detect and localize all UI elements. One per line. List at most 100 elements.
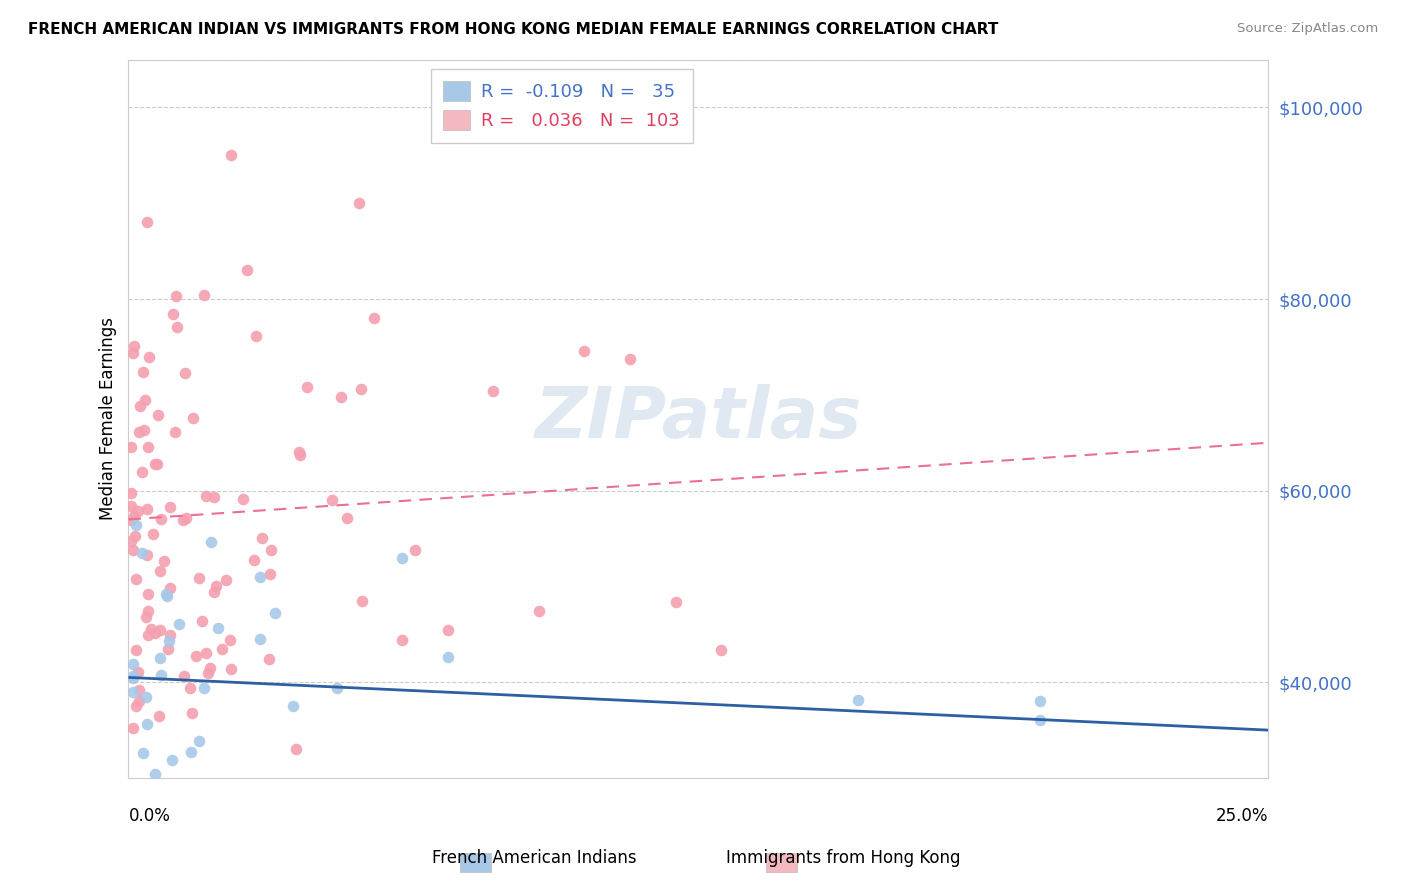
Point — [122, 671, 145, 685]
Point — [149, 623, 172, 637]
Point — [159, 780, 181, 795]
Point — [167, 616, 190, 631]
Point — [163, 425, 186, 440]
Point — [125, 643, 148, 657]
Point — [288, 445, 311, 459]
Point — [125, 518, 148, 533]
Point — [127, 665, 149, 679]
Point — [143, 626, 166, 640]
Point — [527, 604, 550, 618]
Point — [264, 606, 287, 620]
Point — [138, 605, 160, 619]
Point — [232, 492, 254, 507]
Point — [193, 681, 215, 695]
Point — [259, 652, 281, 666]
Text: French American Indians: French American Indians — [432, 849, 637, 867]
Point — [128, 400, 150, 414]
Point — [245, 328, 267, 343]
Point — [295, 380, 318, 394]
Point — [1188, 785, 1211, 799]
Point — [122, 345, 145, 359]
Point — [153, 554, 176, 568]
Point — [249, 632, 271, 646]
Point — [219, 662, 242, 676]
Point — [159, 581, 181, 595]
Point — [136, 628, 159, 642]
Point — [347, 196, 370, 211]
Point — [200, 534, 222, 549]
Point — [156, 642, 179, 657]
Point — [120, 440, 142, 454]
Point — [482, 384, 505, 399]
Point — [155, 587, 177, 601]
Text: FRENCH AMERICAN INDIAN VS IMMIGRANTS FROM HONG KONG MEDIAN FEMALE EARNINGS CORRE: FRENCH AMERICAN INDIAN VS IMMIGRANTS FRO… — [28, 22, 998, 37]
Point — [131, 546, 153, 560]
Point — [124, 572, 146, 586]
Point — [128, 425, 150, 439]
Point — [186, 649, 208, 664]
Point — [198, 661, 221, 675]
Point — [149, 651, 172, 665]
Point — [132, 746, 155, 760]
Point — [173, 669, 195, 683]
Point — [174, 511, 197, 525]
Point — [136, 441, 159, 455]
Point — [122, 339, 145, 353]
Point — [172, 513, 194, 527]
Point — [259, 542, 281, 557]
Point — [218, 632, 240, 647]
Point — [136, 587, 159, 601]
Point — [146, 457, 169, 471]
Point — [195, 489, 218, 503]
Point — [181, 411, 204, 425]
Point — [180, 745, 202, 759]
Point — [350, 382, 373, 396]
Point — [159, 500, 181, 514]
Point — [122, 657, 145, 672]
Legend: R =  -0.109   N =   35, R =   0.036   N =  103: R = -0.109 N = 35, R = 0.036 N = 103 — [430, 69, 693, 143]
Point — [174, 367, 197, 381]
Point — [136, 215, 159, 229]
Point — [202, 585, 225, 599]
Point — [135, 610, 157, 624]
Point — [120, 534, 142, 549]
Y-axis label: Median Female Earnings: Median Female Earnings — [100, 318, 117, 520]
Point — [128, 504, 150, 518]
Point — [155, 589, 177, 603]
Point — [391, 551, 413, 566]
Point — [136, 548, 159, 562]
Point — [160, 753, 183, 767]
Point — [122, 721, 145, 735]
Point — [187, 734, 209, 748]
Point — [150, 512, 173, 526]
Point — [122, 509, 145, 524]
Point — [404, 542, 426, 557]
Point — [162, 307, 184, 321]
Point — [159, 628, 181, 642]
Point — [352, 594, 374, 608]
Point — [143, 457, 166, 471]
Point — [138, 351, 160, 365]
Point — [125, 699, 148, 714]
Point — [197, 665, 219, 680]
Text: Source: ZipAtlas.com: Source: ZipAtlas.com — [1237, 22, 1378, 36]
Point — [207, 621, 229, 635]
Point — [436, 623, 458, 637]
Point — [120, 512, 142, 526]
Point — [336, 511, 359, 525]
Point — [142, 526, 165, 541]
Point — [122, 669, 145, 683]
Point — [211, 642, 233, 657]
Point — [146, 409, 169, 423]
Point — [221, 148, 243, 162]
Point — [215, 573, 238, 587]
Point — [135, 690, 157, 705]
Point — [284, 742, 307, 756]
Point — [710, 643, 733, 657]
Point — [846, 693, 869, 707]
Point — [136, 717, 159, 731]
Point — [120, 485, 142, 500]
Point — [179, 681, 201, 696]
Point — [166, 320, 188, 334]
Point — [619, 351, 641, 366]
